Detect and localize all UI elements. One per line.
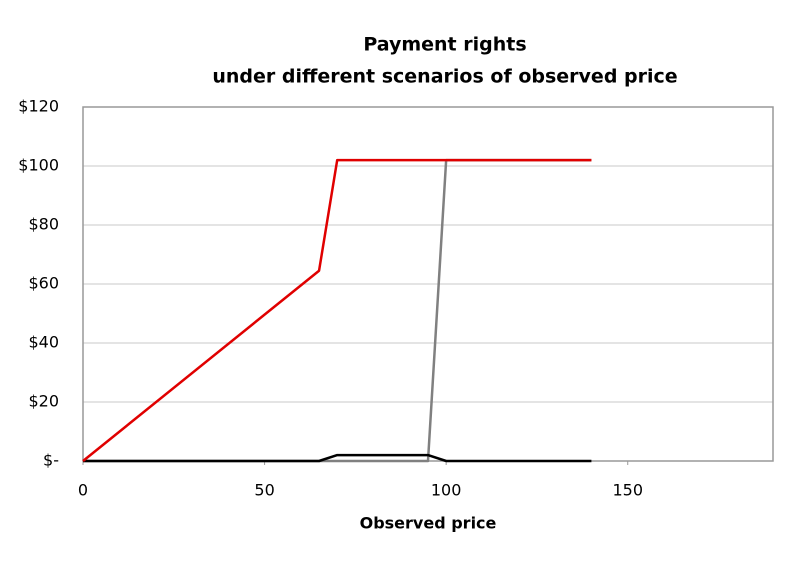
x-tick-label: 50 [254, 481, 274, 500]
y-tick-label: $80 [28, 215, 59, 234]
y-tick-label: $100 [18, 156, 59, 175]
y-tick-label: $20 [28, 392, 59, 411]
y-tick-label: $60 [28, 274, 59, 293]
series-line [83, 158, 592, 463]
y-tick-label: $120 [18, 97, 59, 116]
x-axis-label: Observed price [360, 514, 497, 533]
chart-title: Payment rights [363, 34, 526, 56]
chart-subtitle: under different scenarios of observed pr… [212, 66, 677, 88]
series-line [83, 453, 592, 463]
y-tick-label: $40 [28, 333, 59, 352]
x-tick-label: 150 [612, 481, 643, 500]
y-tick-label: $- [43, 451, 59, 470]
x-tick-label: 0 [78, 481, 88, 500]
series-line [82, 158, 592, 462]
x-tick-label: 100 [431, 481, 462, 500]
